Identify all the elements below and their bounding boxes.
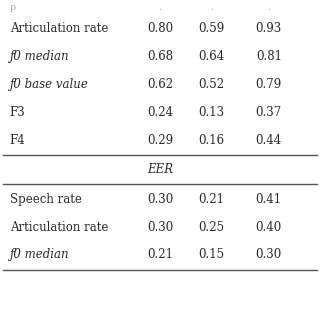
Text: 0.16: 0.16	[198, 134, 224, 147]
Text: 0.41: 0.41	[256, 193, 282, 206]
Text: 0.30: 0.30	[147, 193, 173, 206]
Text: 0.37: 0.37	[256, 106, 282, 119]
Text: 0.21: 0.21	[147, 248, 173, 261]
Text: ƒ0 base value: ƒ0 base value	[10, 78, 88, 91]
Text: .: .	[210, 4, 213, 12]
Text: 0.52: 0.52	[198, 78, 224, 91]
Text: p: p	[10, 4, 16, 12]
Text: 0.15: 0.15	[198, 248, 224, 261]
Text: 0.40: 0.40	[256, 220, 282, 234]
Text: F4: F4	[10, 134, 25, 147]
Text: 0.62: 0.62	[147, 78, 173, 91]
Text: 0.93: 0.93	[256, 22, 282, 35]
Text: .: .	[158, 4, 162, 12]
Text: F3: F3	[10, 106, 25, 119]
Text: Articulation rate: Articulation rate	[10, 220, 108, 234]
Text: 0.44: 0.44	[256, 134, 282, 147]
Text: 0.13: 0.13	[198, 106, 224, 119]
Text: 0.81: 0.81	[256, 50, 282, 63]
Text: 0.24: 0.24	[147, 106, 173, 119]
Text: 0.79: 0.79	[256, 78, 282, 91]
Text: Articulation rate: Articulation rate	[10, 22, 108, 35]
Text: EER: EER	[147, 164, 173, 176]
Text: Speech rate: Speech rate	[10, 193, 82, 206]
Text: 0.25: 0.25	[198, 220, 224, 234]
Text: 0.59: 0.59	[198, 22, 224, 35]
Text: 0.29: 0.29	[147, 134, 173, 147]
Text: ƒ0 median: ƒ0 median	[10, 50, 69, 63]
Text: ƒ0 median: ƒ0 median	[10, 248, 69, 261]
Text: 0.30: 0.30	[256, 248, 282, 261]
Text: 0.21: 0.21	[198, 193, 224, 206]
Text: 0.30: 0.30	[147, 220, 173, 234]
Text: 0.68: 0.68	[147, 50, 173, 63]
Text: 0.64: 0.64	[198, 50, 224, 63]
Text: 0.80: 0.80	[147, 22, 173, 35]
Text: .: .	[267, 4, 270, 12]
